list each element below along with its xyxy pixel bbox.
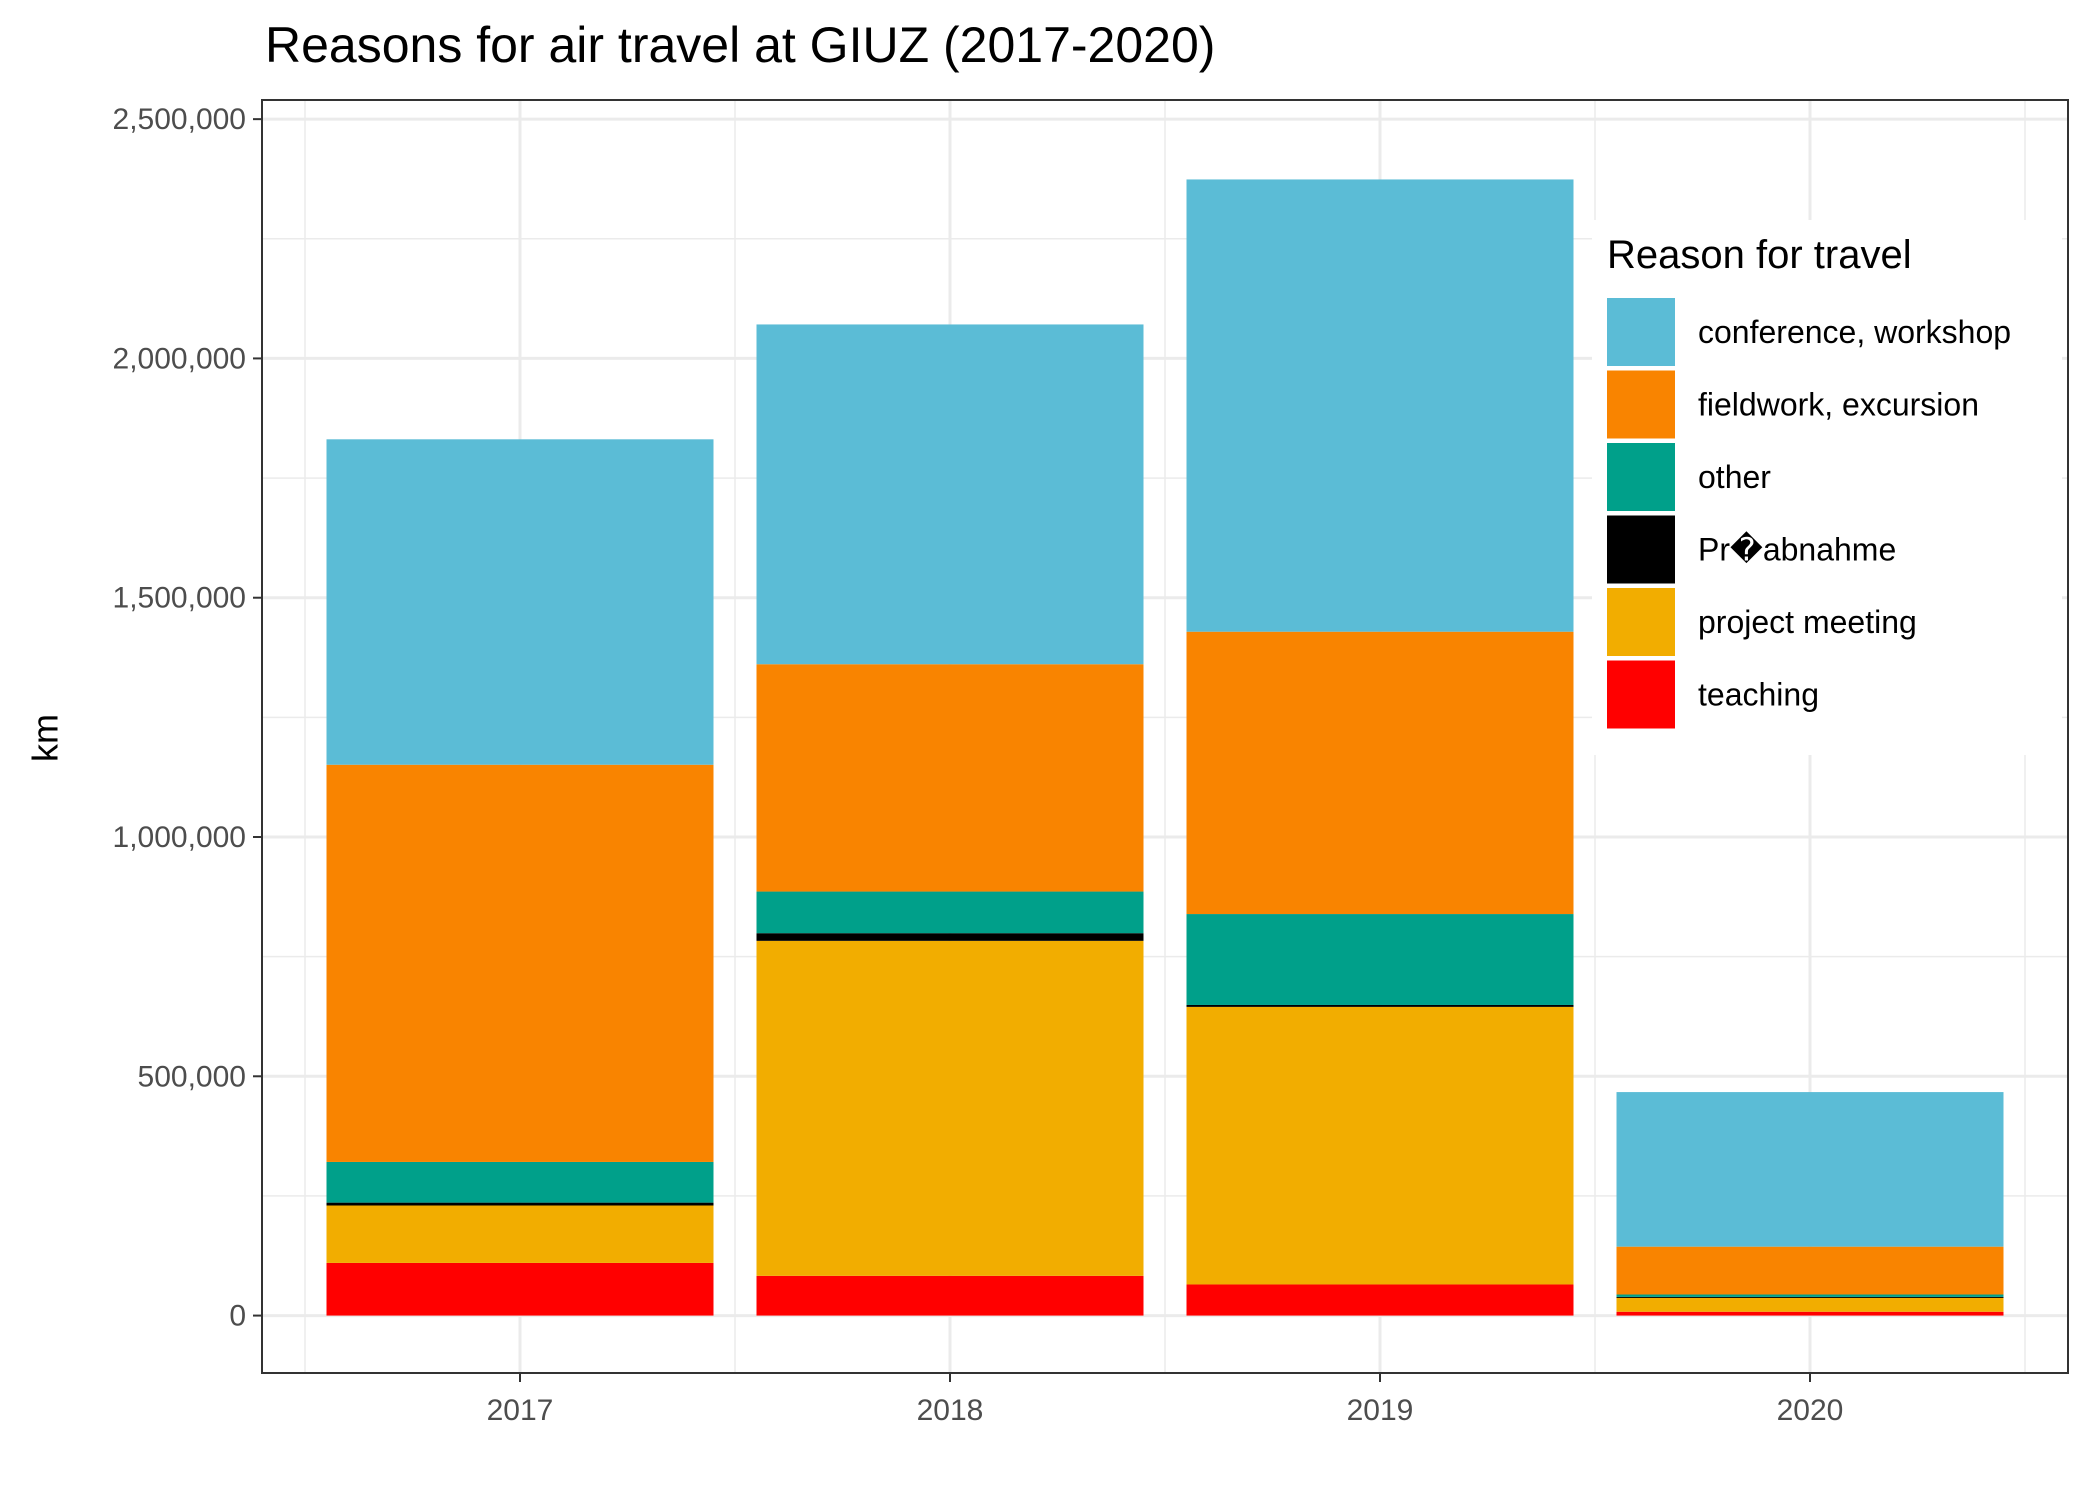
bar-2019-other <box>1186 914 1574 1005</box>
bar-2017-pr-abnahme <box>326 1202 714 1206</box>
legend-label-conference-workshop: conference, workshop <box>1698 314 2011 350</box>
legend-key-teaching <box>1607 660 1675 729</box>
bar-2020-conference-workshop <box>1616 1092 2004 1247</box>
bar-2020-fieldwork-excursion <box>1616 1246 2004 1295</box>
legend: Reason for travel conference, workshop fie… <box>1592 220 2062 755</box>
x-tick-label: 2018 <box>917 1394 984 1427</box>
bar-2018-other <box>756 891 1144 934</box>
y-tick-label: 1,000,000 <box>113 821 246 854</box>
y-tick-label: 2,500,000 <box>113 103 246 136</box>
y-tick-label: 1,500,000 <box>113 582 246 615</box>
bar-2018-fieldwork-excursion <box>756 664 1144 892</box>
bar-2019-project-meeting <box>1186 1006 1574 1285</box>
x-tick-label: 2017 <box>487 1394 554 1427</box>
bar-2020-pr-abnahme <box>1616 1296 2004 1298</box>
legend-key-conference-workshop <box>1607 298 1675 366</box>
y-tick-label: 500,000 <box>138 1060 246 1093</box>
x-tick-label: 2020 <box>1777 1394 1844 1427</box>
bar-2019-teaching <box>1186 1284 1574 1316</box>
chart-title: Reasons for air travel at GIUZ (2017-202… <box>265 17 1215 73</box>
bar-2017-project-meeting <box>326 1205 714 1263</box>
bar-2018-pr-abnahme <box>756 933 1144 941</box>
legend-key-other <box>1607 443 1675 511</box>
legend-label-teaching: teaching <box>1698 677 1819 713</box>
legend-label-other: other <box>1698 459 1771 495</box>
bar-2019-conference-workshop <box>1186 179 1574 632</box>
bar-2019-fieldwork-excursion <box>1186 631 1574 915</box>
bar-2020-other <box>1616 1294 2004 1297</box>
bar-2017-conference-workshop <box>326 439 714 765</box>
y-axis-title: km <box>25 714 66 762</box>
legend-label-pr-abnahme: Pr�abnahme <box>1698 531 1896 568</box>
y-tick-label: 0 <box>229 1300 246 1333</box>
y-tick-label: 2,000,000 <box>113 342 246 375</box>
legend-title: Reason for travel <box>1607 233 1912 277</box>
legend-key-pr-abnahme <box>1607 515 1675 584</box>
x-axis: 2017 2018 2019 2020 <box>487 1373 1844 1427</box>
legend-label-fieldwork-excursion: fieldwork, excursion <box>1698 387 1979 423</box>
y-axis: 0 500,000 1,000,000 1,500,000 2,000,000 2,500… <box>113 103 262 1333</box>
legend-key-project-meeting <box>1607 588 1675 656</box>
bar-2019-pr-abnahme <box>1186 1004 1574 1007</box>
bar-2017-other <box>326 1161 714 1203</box>
bar-2017-teaching <box>326 1262 714 1316</box>
legend-label-project-meeting: project meeting <box>1698 604 1917 640</box>
bar-2017-fieldwork-excursion <box>326 764 714 1162</box>
bar-2018-project-meeting <box>756 940 1144 1276</box>
bar-2018-teaching <box>756 1275 1144 1316</box>
x-tick-label: 2019 <box>1347 1394 1414 1427</box>
bar-2018-conference-workshop <box>756 324 1144 665</box>
bars <box>326 179 2004 1316</box>
bar-2020-teaching <box>1616 1311 2004 1316</box>
plot-panel-border <box>261 99 2069 1374</box>
bar-2020-project-meeting <box>1616 1297 2004 1312</box>
legend-key-fieldwork-excursion <box>1607 370 1675 439</box>
